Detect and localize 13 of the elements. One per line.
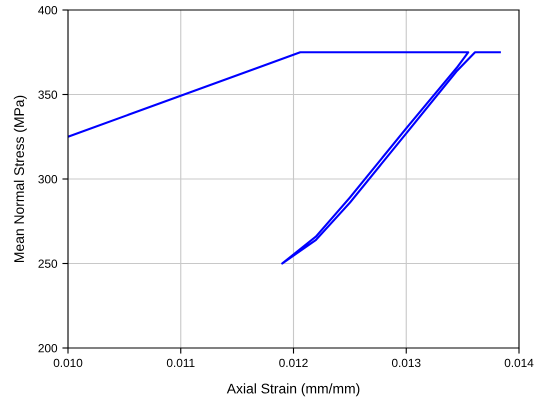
y-tick-label: 400: [38, 6, 58, 14]
x-tick-label: 0.010: [54, 358, 82, 368]
x-tick-label: 0.012: [279, 358, 308, 368]
y-tick-label: 250: [38, 260, 58, 268]
y-tick-label: 300: [38, 175, 58, 184]
y-axis-title: Mean Normal Stress (MPa): [14, 96, 27, 262]
x-tick-label: 0.013: [392, 358, 421, 368]
x-axis-title: Axial Strain (mm/mm): [226, 383, 360, 396]
line-series: [68, 51, 501, 265]
y-tick-label: 350: [38, 90, 58, 99]
x-tick-label: 0.014: [504, 358, 534, 368]
y-tick-label: 200: [38, 344, 58, 352]
x-tick-label: 0.011: [166, 358, 195, 368]
